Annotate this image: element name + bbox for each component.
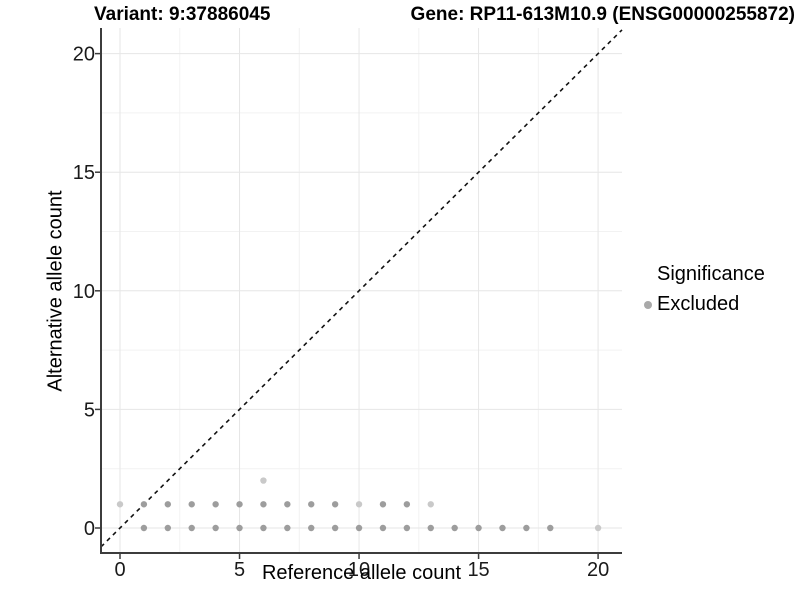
data-point-excluded-single <box>594 524 602 532</box>
data-point-excluded <box>140 501 148 508</box>
data-point-excluded <box>188 501 195 508</box>
data-point-excluded <box>403 501 411 508</box>
y-tick-label: 0 <box>84 518 95 540</box>
data-point-excluded <box>164 524 172 532</box>
legend-item-excluded: Excluded <box>644 293 765 316</box>
x-tick-label: 0 <box>114 559 125 581</box>
data-point-excluded <box>379 501 387 508</box>
data-point-excluded <box>331 501 339 508</box>
data-point-excluded <box>403 524 411 532</box>
data-point-excluded <box>451 524 458 532</box>
legend-title: Significance <box>657 263 765 285</box>
data-point-excluded <box>355 524 363 532</box>
plot-title-gene: Gene: RP11-613M10.9 (ENSG00000255872) <box>410 4 795 25</box>
x-tick-label: 5 <box>234 559 245 581</box>
x-tick-label: 10 <box>348 559 370 581</box>
data-point-excluded <box>547 524 554 532</box>
data-point-excluded <box>379 524 387 532</box>
data-point-excluded-single <box>116 501 124 508</box>
data-point-excluded <box>260 524 267 532</box>
y-tick-label: 20 <box>73 44 95 66</box>
data-point-excluded <box>188 524 195 532</box>
data-point-excluded <box>236 501 243 508</box>
data-point-excluded <box>284 524 291 532</box>
y-tick-label: 15 <box>73 162 95 184</box>
data-point-excluded <box>308 524 315 532</box>
data-point-excluded <box>284 501 291 508</box>
data-point-excluded <box>427 524 434 532</box>
data-point-excluded <box>164 501 172 508</box>
data-point-excluded <box>523 524 530 532</box>
identity-dashed-line <box>100 29 623 548</box>
data-point-excluded <box>499 524 506 532</box>
data-point-excluded-single <box>260 477 267 484</box>
y-axis-title: Alternative allele count <box>44 190 67 392</box>
x-tick-label: 20 <box>587 559 609 581</box>
data-point-excluded <box>331 524 339 532</box>
x-tick-label: 15 <box>467 559 489 581</box>
data-point-excluded <box>475 524 482 532</box>
data-point-excluded <box>212 501 219 508</box>
plot-title-variant: Variant: 9:37886045 <box>94 4 271 25</box>
x-axis-title: Reference allele count <box>261 562 461 584</box>
legend-point-icon <box>644 300 652 309</box>
data-point-excluded <box>236 524 243 532</box>
data-point-excluded-single <box>427 501 434 508</box>
data-point-excluded <box>140 524 148 532</box>
data-point-excluded-single <box>355 501 363 508</box>
data-point-excluded <box>260 501 267 508</box>
y-tick-label: 5 <box>84 399 95 421</box>
data-point-excluded <box>212 524 219 532</box>
data-point-excluded <box>308 501 315 508</box>
y-tick-label: 10 <box>73 281 95 303</box>
legend: Significance Excluded <box>644 263 765 316</box>
legend-item-label: Excluded <box>657 293 740 315</box>
